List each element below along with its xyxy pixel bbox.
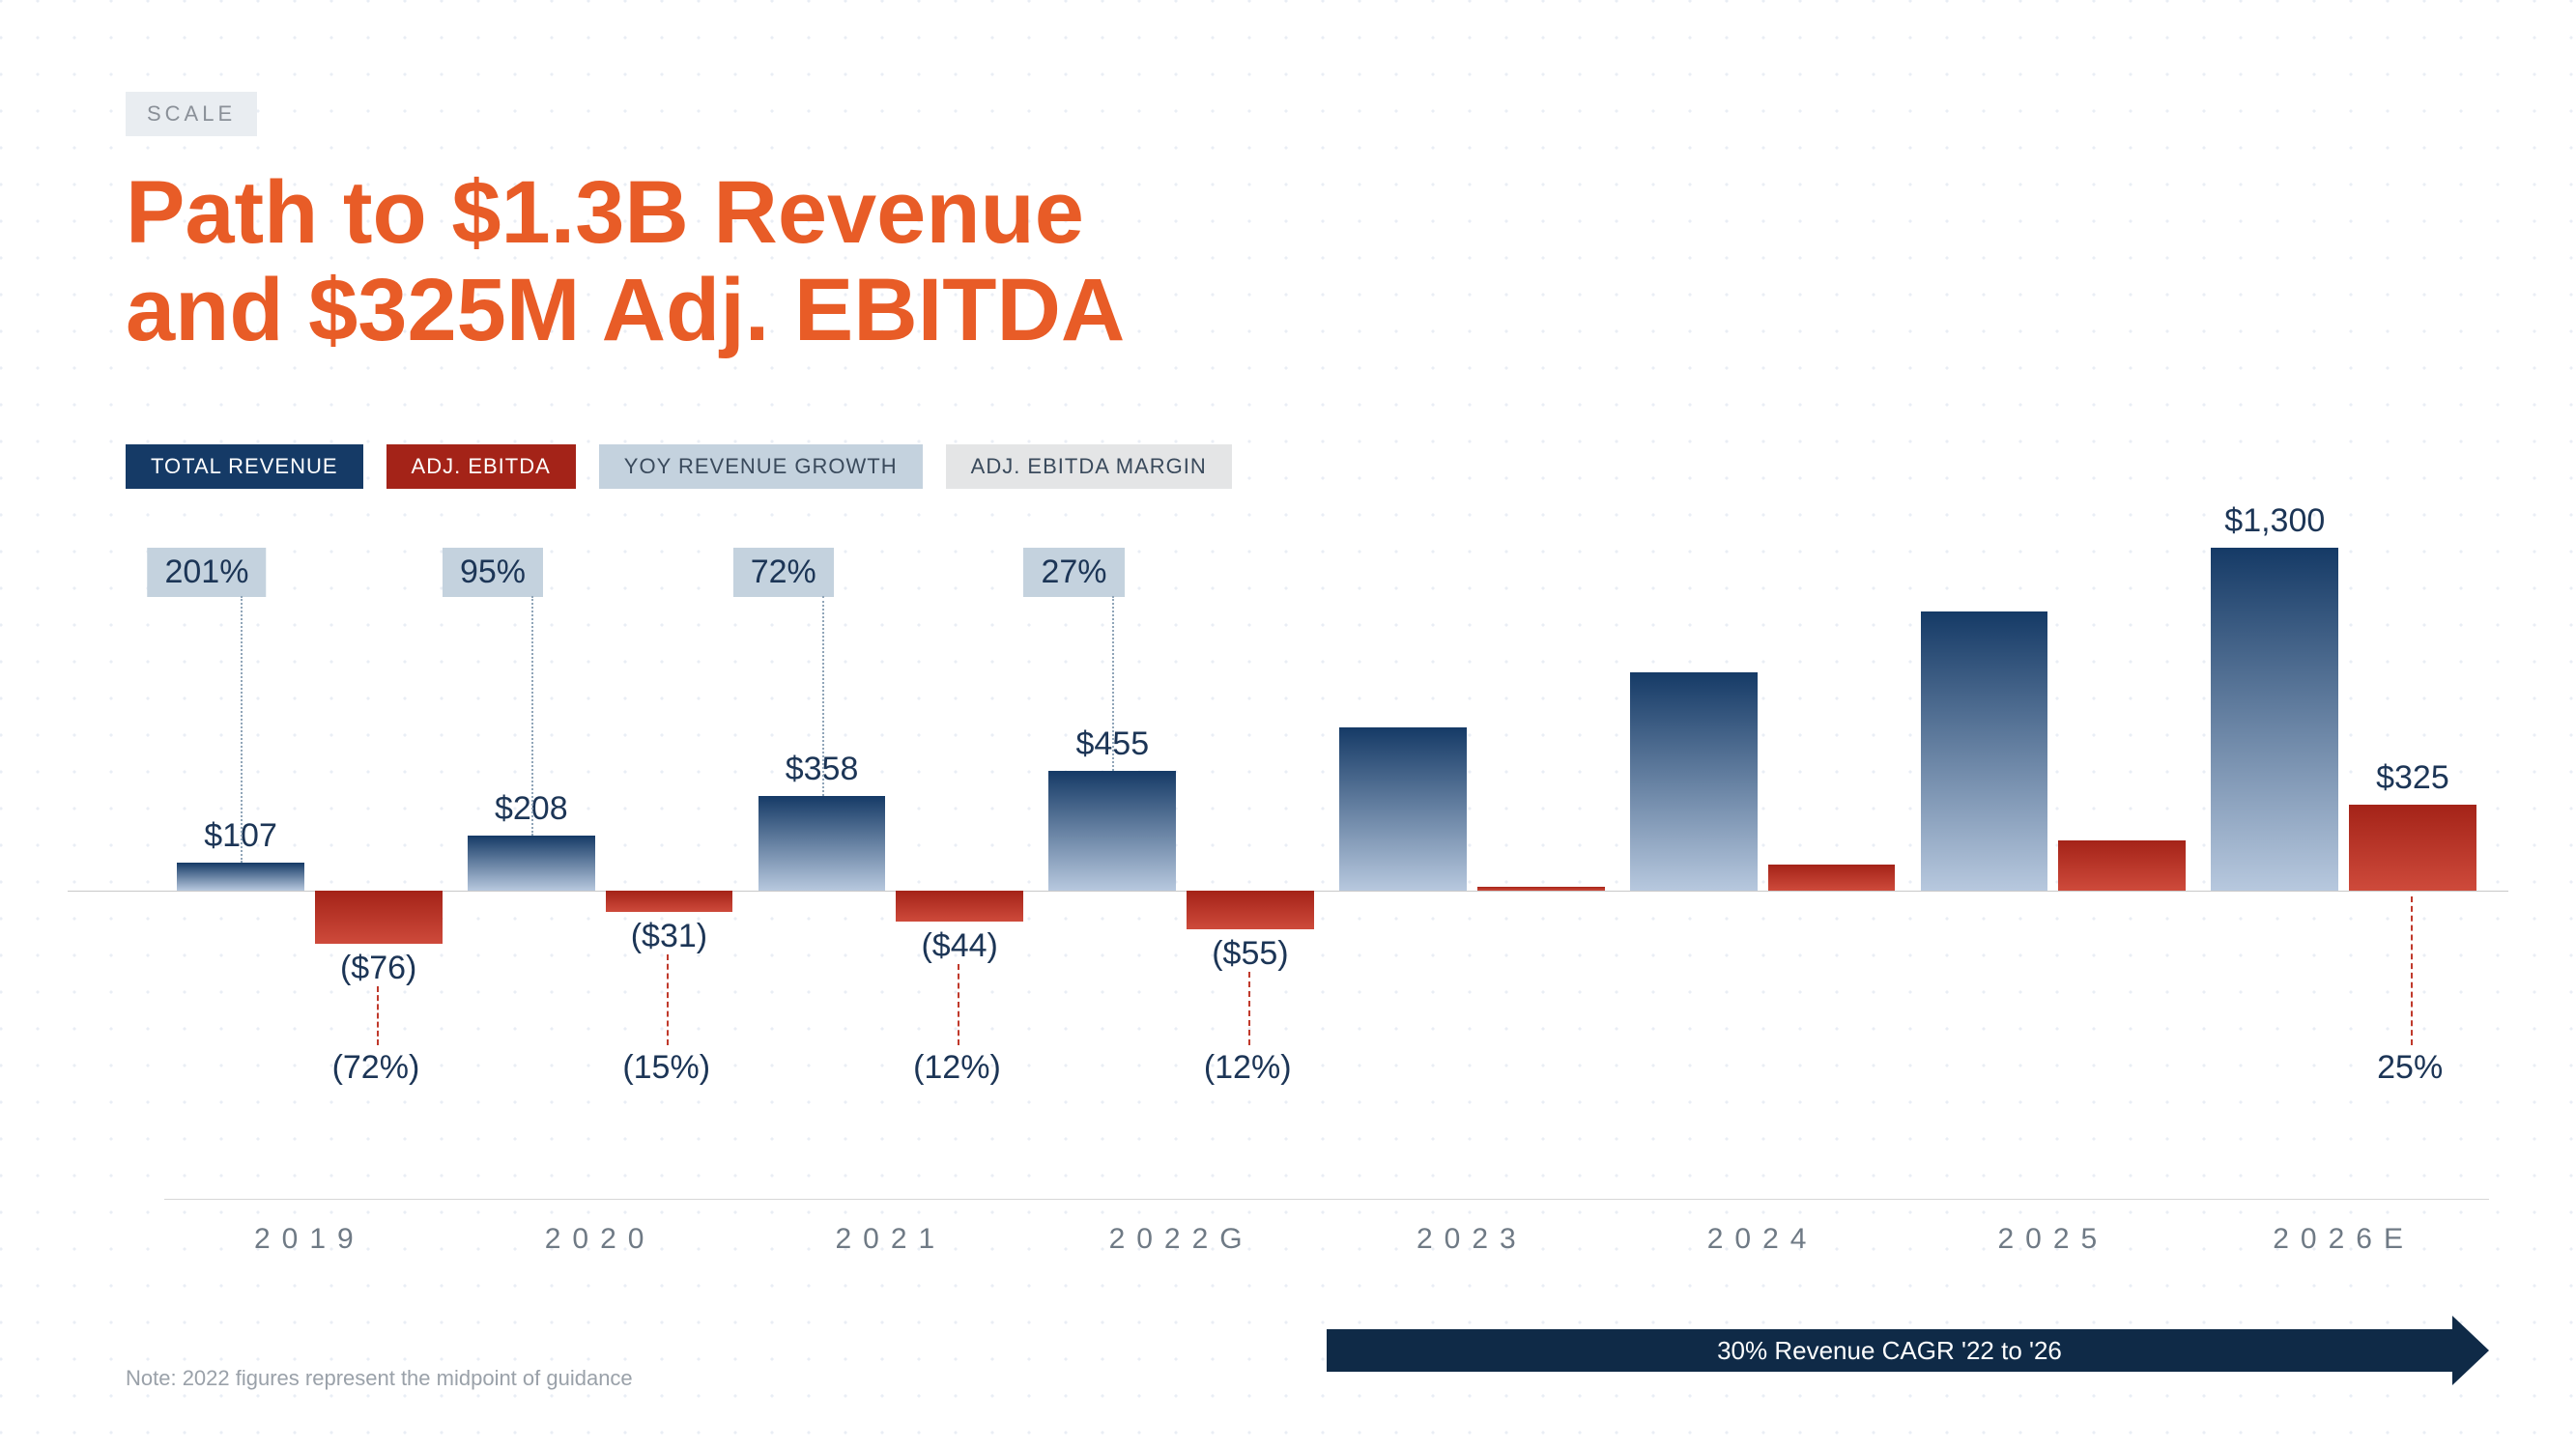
year-separator [455,1199,746,1200]
ebitda-margin-label: (15%) [600,1049,732,1087]
revenue-bar [177,863,304,891]
year-separator [1908,1199,2199,1200]
year-group [1630,522,1895,1275]
year-separator [2198,1199,2489,1200]
legend-item: TOTAL REVENUE [126,444,363,489]
ebitda-bar [606,891,733,912]
legend-item: ADJ. EBITDA MARGIN [946,444,1232,489]
yoy-growth-box: 201% [147,548,266,597]
ebitda-bar [315,891,443,943]
yoy-connector-line [531,596,533,836]
ebitda-bar [2058,840,2186,891]
year-separator [1327,1199,1617,1200]
margin-connector-line [1248,972,1250,1045]
revenue-bar [2211,548,2338,891]
yoy-connector-line [241,596,243,863]
yoy-connector-line [1112,596,1114,771]
ebitda-value-label: ($55) [1187,935,1314,973]
year-separator [164,1199,455,1200]
slide-canvas: SCALE Path to $1.3B Revenue and $325M Ad… [0,0,2576,1449]
yoy-growth-box: 95% [443,548,543,597]
ebitda-bar [1187,891,1314,928]
year-label: 2024 [1630,1223,1895,1256]
margin-connector-line [2411,896,2413,1045]
ebitda-value-label: ($31) [606,918,733,955]
year-label: 2019 [177,1223,442,1256]
year-label: 2026E [2211,1223,2476,1256]
ebitda-margin-label: (12%) [891,1049,1023,1087]
ebitda-value-label: ($76) [315,950,443,987]
year-label: 2025 [1921,1223,2186,1256]
legend-item: ADJ. EBITDA [386,444,576,489]
yoy-connector-line [822,596,824,796]
legend: TOTAL REVENUE ADJ. EBITDA YOY REVENUE GROW… [126,444,1232,489]
year-group [1921,522,2186,1275]
ebitda-bar [2349,805,2476,891]
margin-connector-line [958,964,959,1045]
year-group: $107($76)201%(72%) [177,522,442,1275]
footnote: Note: 2022 figures represent the midpoin… [126,1366,633,1391]
revenue-bar [758,796,886,891]
ebitda-margin-label: 25% [2344,1049,2476,1087]
ebitda-value-label: ($44) [896,927,1023,965]
ebitda-bar [1477,887,1605,891]
year-separator [1036,1199,1327,1200]
year-group: $208($31)95%(15%) [468,522,732,1275]
year-label: 2023 [1339,1223,1604,1256]
ebitda-margin-label: (12%) [1182,1049,1314,1087]
cagr-arrow-label: 30% Revenue CAGR '22 to '26 [1717,1336,2062,1366]
yoy-growth-box: 72% [733,548,834,597]
ebitda-value-label: $325 [2349,759,2476,797]
year-label: 2021 [758,1223,1023,1256]
scale-badge: SCALE [126,92,257,136]
year-group: $455($55)27%(12%) [1048,522,1313,1275]
page-title: Path to $1.3B Revenue and $325M Adj. EBI… [126,164,1125,359]
year-label: 2022G [1048,1223,1313,1256]
year-group [1339,522,1604,1275]
revenue-ebitda-chart: $107($76)201%(72%)$208($31)95%(15%)$358(… [126,522,2450,1275]
ebitda-bar [1768,865,1896,891]
year-group: $1,300$32525% [2211,522,2476,1275]
ebitda-margin-label: (72%) [309,1049,442,1087]
legend-item: YOY REVENUE GROWTH [599,444,923,489]
cagr-arrow: 30% Revenue CAGR '22 to '26 [1327,1329,2452,1372]
year-separator [746,1199,1037,1200]
revenue-bar [1921,611,2048,891]
year-group: $358($44)72%(12%) [758,522,1023,1275]
revenue-bar [1048,771,1176,891]
revenue-bar [468,836,595,891]
year-separator [1617,1199,1908,1200]
ebitda-bar [896,891,1023,922]
yoy-growth-box: 27% [1023,548,1124,597]
revenue-value-label: $1,300 [2211,502,2338,540]
revenue-bar [1630,672,1758,892]
year-label: 2020 [468,1223,732,1256]
margin-connector-line [377,986,379,1045]
revenue-bar [1339,727,1467,891]
margin-connector-line [667,954,669,1045]
